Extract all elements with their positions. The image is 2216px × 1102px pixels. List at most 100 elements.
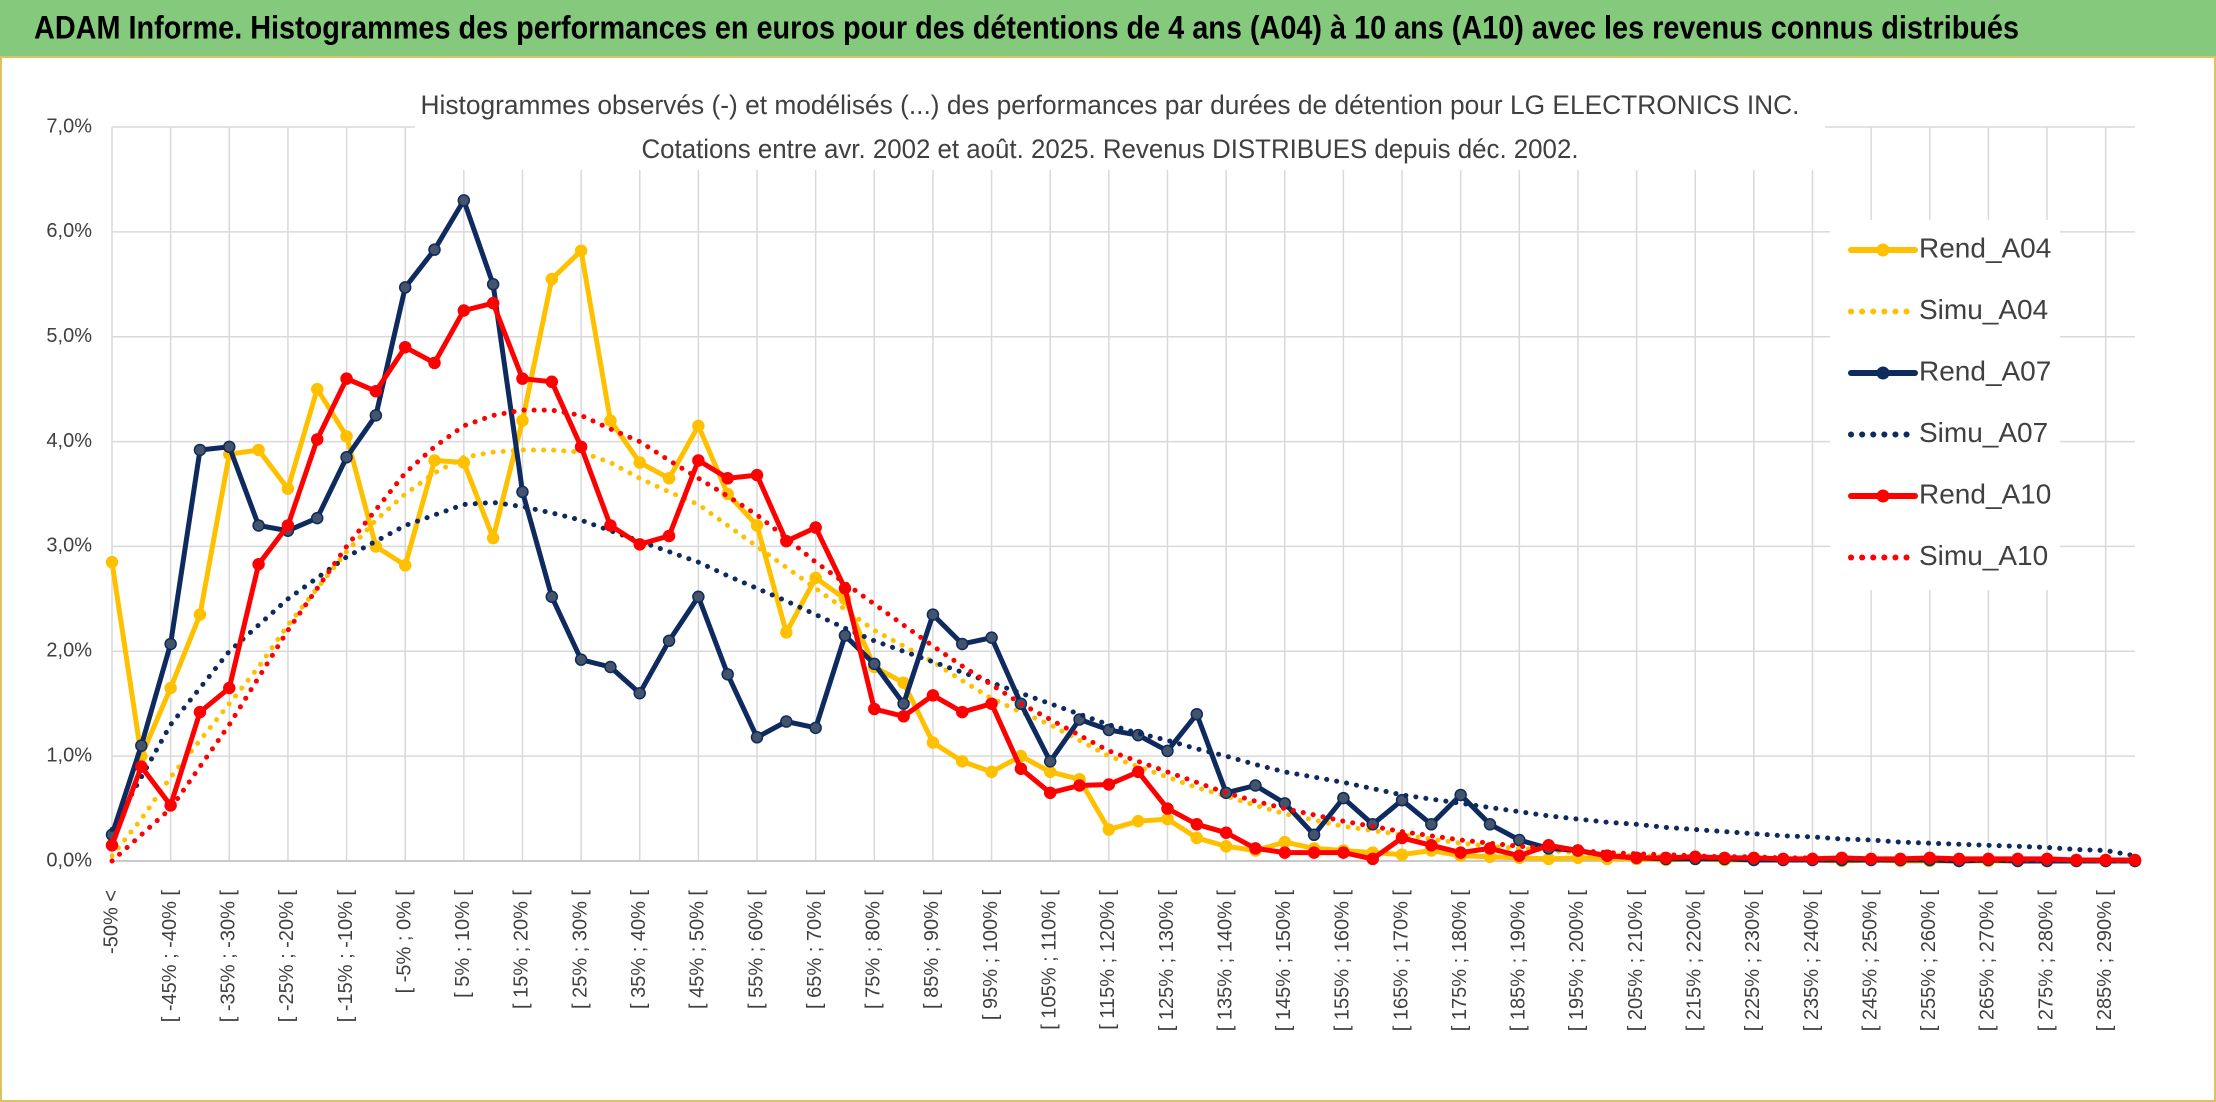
point	[545, 375, 559, 389]
x-tick-label: [ 175% ; 180% [	[1449, 890, 1471, 1032]
point	[105, 839, 119, 852]
x-tick-label: [ 245% ; 250% [	[1859, 890, 1881, 1032]
point	[1454, 846, 1467, 859]
point	[340, 372, 353, 385]
point	[1102, 778, 1116, 791]
point	[1043, 765, 1057, 779]
x-tick-label: [ 275% ; 280% [	[2035, 890, 2057, 1032]
y-tick-label: 3,0%	[46, 535, 92, 557]
point	[1513, 833, 1526, 847]
point	[897, 710, 910, 723]
y-tick-label: 0,0%	[46, 849, 92, 871]
point	[340, 451, 353, 464]
point	[1425, 818, 1438, 831]
point	[310, 382, 324, 396]
point	[1366, 852, 1379, 866]
point	[897, 697, 910, 710]
point	[457, 194, 471, 207]
point	[310, 433, 324, 446]
point	[310, 511, 324, 525]
point	[809, 521, 822, 534]
point	[281, 519, 295, 532]
x-tick-label: [ 55% ; 60% [	[745, 890, 767, 1009]
x-tick-label: [ -15% ; -10% [	[335, 890, 357, 1023]
point	[486, 296, 500, 310]
x-tick-label: [ -25% ; -20% [	[276, 890, 298, 1023]
x-tick-label: [ 155% ; 160% [	[1332, 890, 1354, 1032]
point	[604, 660, 617, 674]
point	[516, 372, 529, 385]
point	[1307, 846, 1321, 859]
x-tick-label: [ 205% ; 210% [	[1625, 890, 1647, 1032]
point	[1219, 840, 1233, 853]
x-tick-label: [ 65% ; 70% [	[804, 890, 826, 1009]
point	[574, 244, 588, 257]
point	[193, 705, 207, 719]
x-tick-label: -50% <	[100, 890, 122, 954]
point	[281, 482, 295, 496]
header-title: ADAM Informe. Histogrammes des performan…	[34, 9, 2019, 45]
point	[926, 736, 940, 749]
point	[662, 634, 676, 648]
point	[662, 472, 676, 485]
point	[662, 529, 676, 543]
point	[1337, 791, 1350, 805]
point	[1043, 786, 1057, 800]
x-tick-label: [ -35% ; -30% [	[218, 890, 240, 1023]
model-line	[109, 447, 2138, 864]
point	[369, 384, 383, 398]
x-tick-label: [ 255% ; 260% [	[1918, 890, 1940, 1032]
x-tick-label: [ 235% ; 240% [	[1801, 890, 1823, 1032]
point	[223, 681, 236, 695]
chart-title: Histogrammes observés (-) et modélisés (…	[421, 90, 1800, 120]
x-tick-label: [ -45% ; -40% [	[159, 890, 181, 1023]
point	[926, 689, 940, 702]
point	[516, 414, 529, 427]
chart-subtitle: Cotations entre avr. 2002 et août. 2025.…	[642, 134, 1579, 164]
point	[1014, 762, 1028, 775]
point	[1454, 788, 1467, 802]
point	[721, 668, 734, 681]
plot: 0,0% 1,0% 2,0% 3,0% 4,0% 5,0% 6,0% 7,0% -50% < [ …	[46, 115, 2142, 1032]
x-tick-label: [ 185% ; 190% [	[1508, 890, 1530, 1032]
point	[1131, 814, 1145, 828]
point	[1337, 846, 1350, 859]
point	[252, 443, 265, 457]
point	[398, 340, 412, 354]
point	[692, 454, 705, 467]
point	[1190, 831, 1204, 845]
x-tick-label: [ 165% ; 170% [	[1390, 890, 1412, 1032]
point	[398, 559, 412, 572]
point	[164, 637, 177, 651]
point	[692, 590, 705, 604]
point	[457, 304, 471, 317]
point	[1483, 818, 1497, 831]
point	[1307, 828, 1321, 842]
x-tick-label: [ 5% ; 10% [	[452, 890, 474, 998]
header-bar	[0, 0, 2216, 57]
point	[252, 558, 265, 571]
point	[1219, 826, 1233, 839]
x-tick-label: [ 85% ; 90% [	[921, 890, 943, 1009]
x-tick-label: [ 195% ; 200% [	[1566, 890, 1588, 1032]
point	[838, 629, 852, 642]
legend-marker	[1876, 366, 1890, 380]
point	[1513, 849, 1526, 863]
x-tick-label: [ 135% ; 140% [	[1214, 890, 1236, 1032]
point	[1161, 802, 1174, 815]
point	[486, 531, 500, 545]
point	[516, 485, 529, 499]
title-background	[415, 86, 1825, 170]
x-tick-label: [ 35% ; 40% [	[628, 890, 650, 1009]
point	[428, 243, 441, 256]
point	[985, 631, 998, 644]
x-tick-label: [ -5% ; 0% [	[393, 890, 415, 994]
observed-line	[109, 300, 2138, 863]
y-tick-label: 1,0%	[46, 744, 92, 766]
point	[545, 590, 559, 604]
point	[985, 697, 998, 710]
x-tick-label: [ 145% ; 150% [	[1273, 890, 1295, 1032]
y-tick-label: 4,0%	[46, 430, 92, 452]
x-tick-label: [ 125% ; 130% [	[1156, 890, 1178, 1032]
y-tick-label: 2,0%	[46, 640, 92, 662]
